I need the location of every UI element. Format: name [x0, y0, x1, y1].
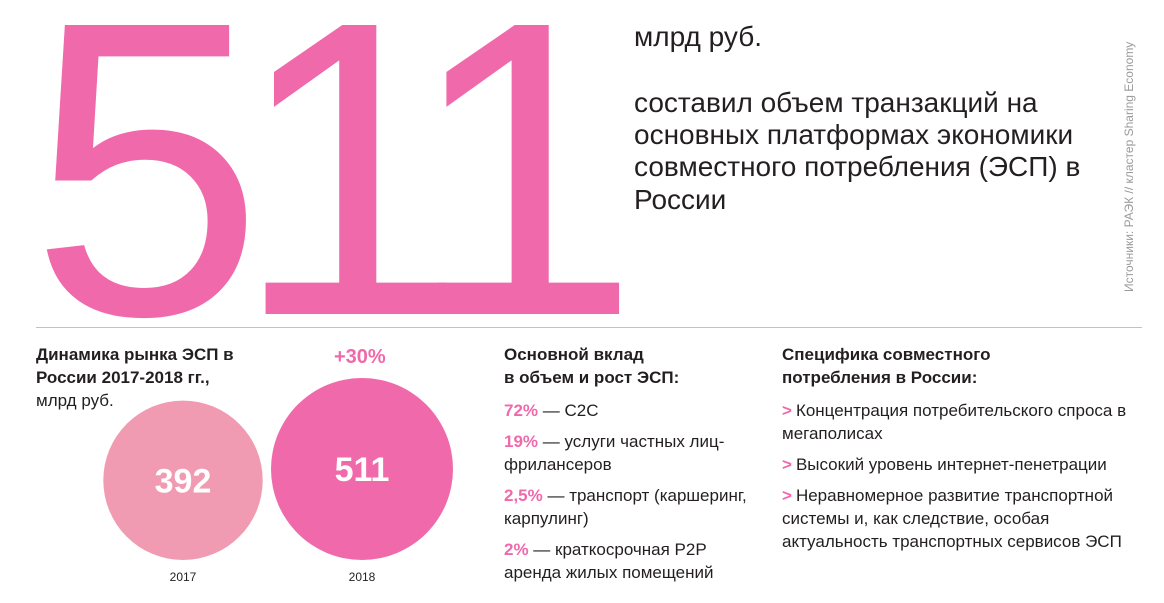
- dynamics-subtitle: млрд руб.: [36, 390, 114, 410]
- market-dynamics-chart: 392 2017 511 2018: [103, 378, 453, 584]
- specifics-text: Высокий уровень интернет-пенетрации: [795, 454, 1107, 474]
- hero-unit: млрд руб.: [634, 21, 763, 52]
- contribution-pct: 19%: [504, 431, 539, 451]
- bubble-2017: [103, 400, 263, 560]
- contribution-pct: 2%: [504, 539, 529, 559]
- bubble-year-label: 2017: [170, 570, 197, 584]
- contribution-title-line2: в объем и рост ЭСП:: [504, 367, 680, 387]
- list-item: 72% — C2C: [504, 400, 764, 423]
- specifics-list: > Концентрация потребительского спроса в …: [782, 400, 1152, 562]
- growth-label: +30%: [334, 346, 386, 368]
- dynamics-title: Динамика рынка ЭСП в России 2017-2018 гг…: [36, 344, 296, 413]
- contribution-text: — краткосрочная P2P аренда жилых помещен…: [504, 539, 714, 582]
- dynamics-title-text: Динамика рынка ЭСП в России 2017-2018 гг…: [36, 345, 234, 387]
- list-item: 2% — краткосрочная P2P аренда жилых поме…: [504, 539, 764, 585]
- list-item: 2,5% — транспорт (каршеринг, карпулинг): [504, 485, 764, 531]
- contribution-text: — транспорт (каршеринг, карпулинг): [504, 485, 747, 528]
- bubble-year-label: 2018: [349, 570, 376, 584]
- hero-headline: составил объем транзакций на основных пл…: [634, 87, 1081, 215]
- chevron-right-icon: >: [782, 454, 792, 474]
- specifics-text: Концентрация потребительского спроса в м…: [782, 401, 1127, 443]
- contribution-title-line1: Основной вклад: [504, 345, 644, 364]
- specifics-title: Специфика совместного потребления в Росс…: [782, 344, 1142, 390]
- chevron-right-icon: >: [782, 401, 792, 420]
- hero-big-number: 511: [30, 0, 640, 404]
- list-item: > Концентрация потребительского спроса в …: [782, 400, 1152, 446]
- bubble-value-label: 392: [155, 462, 212, 500]
- section-divider: [36, 327, 1142, 328]
- contribution-list: 72% — C2C 19% — услуги частных лиц-фрила…: [504, 400, 764, 593]
- specifics-title-line1: Специфика совместного: [782, 345, 991, 364]
- bubble-value-label: 511: [335, 451, 390, 489]
- contribution-text: — C2C: [538, 401, 599, 420]
- contribution-text: — услуги частных лиц-фрилансеров: [504, 431, 725, 474]
- contribution-pct: 2,5%: [504, 485, 543, 505]
- list-item: 19% — услуги частных лиц-фрилансеров: [504, 431, 764, 477]
- source-note: Источники: РАЭК // кластер Sharing Econo…: [1122, 41, 1136, 292]
- specifics-title-line2: потребления в России:: [782, 367, 978, 387]
- list-item: > Высокий уровень интернет-пенетрации: [782, 454, 1152, 477]
- chevron-right-icon: >: [782, 485, 792, 505]
- bubble-2018: [271, 378, 453, 560]
- list-item: > Неравномерное развитие транспортной сис…: [782, 485, 1152, 554]
- contribution-pct: 72%: [504, 401, 539, 420]
- specifics-text: Неравномерное развитие транспортной сист…: [782, 485, 1122, 551]
- contribution-title: Основной вклад в объем и рост ЭСП:: [504, 344, 764, 390]
